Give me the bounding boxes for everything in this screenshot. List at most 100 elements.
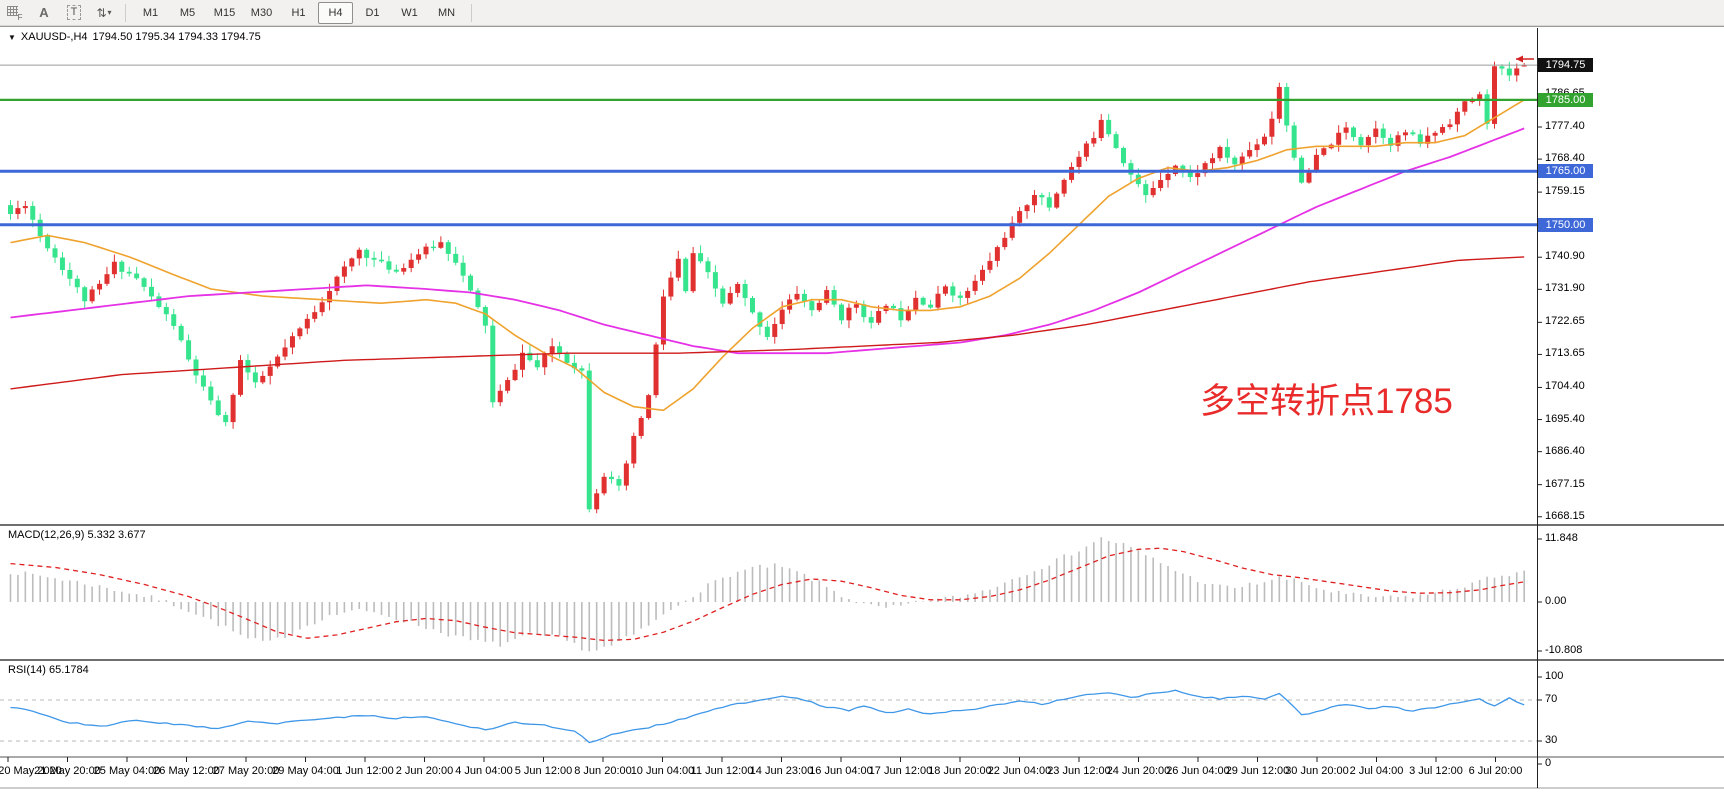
chart-window: ▼ XAUUSD-,H4 1794.50 1795.34 1794.33 179… bbox=[0, 26, 1724, 795]
arrange-arrows-button[interactable]: ⇅ ▾ bbox=[90, 3, 118, 23]
time-tick-label: 8 Jun 20:00 bbox=[574, 765, 632, 777]
candle-body bbox=[364, 249, 370, 258]
timeframe-button-w1[interactable]: W1 bbox=[401, 6, 418, 19]
candle-body bbox=[341, 266, 347, 277]
candle-body bbox=[186, 340, 192, 360]
candle-body bbox=[905, 309, 911, 321]
candle-body bbox=[52, 248, 58, 258]
candle-body bbox=[8, 205, 13, 214]
text-tool-button[interactable]: T bbox=[60, 3, 88, 23]
candle-body bbox=[1425, 135, 1431, 144]
candle-body bbox=[1069, 166, 1075, 180]
candle-body bbox=[1143, 184, 1149, 196]
candle-body bbox=[1128, 163, 1134, 175]
price-badge: 1794.75 bbox=[1538, 58, 1593, 73]
candle-body bbox=[1484, 94, 1490, 124]
timeframe-button-m1[interactable]: M1 bbox=[142, 6, 159, 19]
candle-body bbox=[972, 280, 978, 291]
candle-body bbox=[816, 302, 822, 311]
candle-body bbox=[1447, 124, 1453, 128]
candle-body bbox=[1195, 173, 1201, 178]
candle-body bbox=[675, 258, 681, 278]
candle-body bbox=[141, 278, 147, 287]
candle-body bbox=[1031, 195, 1037, 206]
time-tick-label: 17 Jun 12:00 bbox=[868, 765, 933, 777]
candle-body bbox=[1395, 135, 1401, 146]
candle-body bbox=[1388, 137, 1394, 146]
candle-body bbox=[208, 386, 214, 401]
time-tick-label: 4 Jun 04:00 bbox=[455, 765, 513, 777]
candle-body bbox=[252, 372, 258, 383]
candle-body bbox=[193, 359, 199, 376]
candle-body bbox=[1380, 128, 1386, 138]
candle-body bbox=[1009, 222, 1015, 238]
timeframe-button-h4[interactable]: H4 bbox=[318, 1, 353, 24]
candle-body bbox=[430, 246, 436, 249]
timeframe-button-m5[interactable]: M5 bbox=[179, 6, 196, 19]
candle-body bbox=[111, 261, 117, 275]
chart-text-annotation: 多空转折点1785 bbox=[1200, 382, 1453, 421]
candle-body bbox=[1454, 111, 1460, 125]
candle-body bbox=[772, 323, 778, 337]
chart-grid-tool-button[interactable]: F bbox=[0, 3, 28, 23]
candle-body bbox=[527, 352, 533, 361]
candle-body bbox=[935, 293, 941, 308]
ma_mid-line bbox=[10, 127, 1525, 355]
chart-dropdown-icon[interactable]: ▼ bbox=[8, 32, 16, 42]
time-tick-label: 30 Jun 20:00 bbox=[1285, 765, 1349, 777]
candle-body bbox=[750, 298, 755, 313]
candle-body bbox=[1150, 188, 1156, 196]
candle-body bbox=[957, 295, 963, 298]
candle-body bbox=[579, 368, 585, 371]
indicator-axis-label: 100 bbox=[1545, 670, 1564, 682]
candle-body bbox=[586, 370, 592, 510]
time-tick-label: 10 Jun 04:00 bbox=[630, 765, 695, 777]
candle-body bbox=[831, 290, 837, 305]
candle-body bbox=[104, 274, 110, 284]
indicator-axis-label: 11.848 bbox=[1545, 532, 1578, 544]
candle-body bbox=[1002, 237, 1008, 248]
price-tick-label: 1713.65 bbox=[1545, 347, 1585, 360]
candle-body bbox=[987, 260, 993, 270]
candle-body bbox=[297, 328, 303, 337]
candle-body bbox=[334, 276, 340, 292]
candle-body bbox=[1358, 137, 1364, 146]
timeframe-button-d1[interactable]: D1 bbox=[365, 6, 380, 19]
candle-body bbox=[638, 418, 644, 436]
candle-body bbox=[304, 318, 310, 329]
time-tick-label: 5 Jun 12:00 bbox=[514, 765, 573, 777]
price-tick-label: 1704.40 bbox=[1545, 380, 1585, 393]
timeframe-button-m15[interactable]: M15 bbox=[213, 6, 236, 19]
chart-plot-area[interactable] bbox=[0, 27, 1724, 795]
candle-body bbox=[45, 235, 51, 249]
candle-body bbox=[1313, 154, 1319, 171]
time-tick-label: 23 Jun 12:00 bbox=[1047, 765, 1111, 777]
candle-body bbox=[1284, 86, 1290, 126]
macd-signal-line bbox=[10, 547, 1525, 642]
crosshair-a-tool-button[interactable]: A bbox=[30, 3, 58, 23]
candle-body bbox=[1261, 136, 1267, 145]
timeframe-button-m30[interactable]: M30 bbox=[250, 6, 273, 19]
candle-body bbox=[1076, 156, 1082, 167]
candle-body bbox=[1417, 134, 1423, 144]
candle-body bbox=[1291, 125, 1297, 158]
candle-body bbox=[1113, 134, 1119, 148]
rsi-line bbox=[10, 689, 1525, 744]
candle-body bbox=[1514, 68, 1520, 76]
candle-body bbox=[1254, 144, 1260, 151]
candle-body bbox=[942, 286, 948, 294]
timeframe-button-mn[interactable]: MN bbox=[437, 6, 456, 19]
candle-body bbox=[846, 307, 852, 321]
chart-symbol-timeframe: XAUUSD-,H4 bbox=[20, 31, 88, 43]
time-tick-label: 20 May 2020 bbox=[0, 765, 62, 777]
candle-body bbox=[1217, 146, 1223, 159]
timeframe-button-h1[interactable]: H1 bbox=[291, 6, 306, 19]
toolbar-separator bbox=[125, 3, 126, 22]
toolbar-separator bbox=[471, 3, 472, 22]
candle-body bbox=[757, 312, 763, 327]
candle-body bbox=[356, 249, 362, 259]
candle-body bbox=[148, 286, 154, 297]
price-tick-label: 1677.15 bbox=[1545, 477, 1585, 490]
indicator-axis-label: 30 bbox=[1545, 734, 1558, 746]
